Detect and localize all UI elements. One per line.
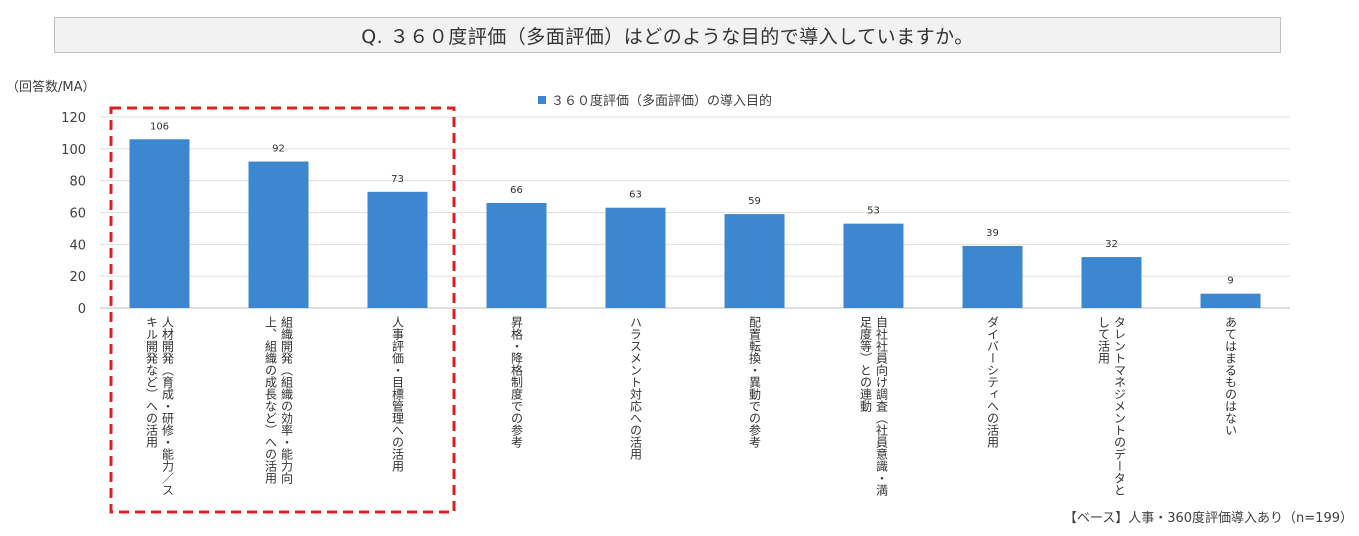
x-tick-label: 自社社員向け調査（社員意識・満足度等）との連動 (858, 316, 889, 496)
bar (129, 139, 190, 308)
legend-swatch (538, 95, 546, 104)
x-tick-label: ダイバーシティへの活用 (985, 316, 1000, 448)
unit-label: （回答数/MA） (6, 80, 96, 95)
bar (724, 214, 785, 308)
y-tick-label: 20 (69, 270, 86, 285)
x-tick-label: 配置転換・異動での参考 (747, 316, 762, 448)
bar (843, 223, 904, 308)
y-tick-label: 120 (61, 111, 86, 126)
legend-label: ３６０度評価（多面評価）の導入目的 (551, 94, 773, 109)
x-tick-label: ハラスメント対応への活用 (628, 316, 643, 460)
data-label: 53 (867, 206, 880, 217)
x-tick-label: 人事評価・目標管理への活用 (390, 316, 405, 472)
x-tick-label: 組織開発（組織の効率・能力向上、組織の成長など）への活用 (263, 316, 294, 484)
x-tick-label: あてはまるものはない (1223, 316, 1238, 436)
data-label: 32 (1105, 239, 1118, 250)
highlight-box (109, 106, 456, 514)
y-tick-label: 80 (69, 175, 86, 190)
bar (248, 161, 309, 308)
bar (605, 207, 666, 308)
bar (962, 245, 1023, 308)
x-tick-label: 昇格・降格制度での参考 (509, 316, 524, 448)
y-tick-label: 40 (69, 238, 86, 253)
y-tick-label: 100 (61, 143, 86, 158)
question-title: Q. ３６０度評価（多面評価）はどのような目的で導入していますか。 (54, 17, 1281, 53)
x-tick-label: 人材開発（育成・研修・能力／スキル開発など）への活用 (144, 316, 175, 496)
bar (486, 202, 547, 308)
base-note: 【ベース】人事・360度評価導入あり（n=199） (1063, 511, 1353, 526)
data-label: 9 (1227, 276, 1233, 287)
data-label: 59 (748, 196, 761, 207)
y-tick-label: 0 (78, 302, 86, 317)
bar (367, 191, 428, 308)
data-label: 39 (986, 228, 999, 239)
data-label: 63 (629, 190, 642, 201)
y-tick-label: 60 (69, 207, 86, 222)
legend: ３６０度評価（多面評価）の導入目的 (538, 90, 772, 109)
x-tick-label: タレントマネジメントのデータとして活用 (1096, 316, 1127, 496)
data-label: 92 (272, 144, 285, 155)
data-label: 66 (510, 185, 523, 196)
data-label: 73 (391, 174, 404, 185)
bar (1200, 293, 1261, 308)
data-label: 106 (150, 121, 169, 132)
bar (1081, 257, 1142, 308)
